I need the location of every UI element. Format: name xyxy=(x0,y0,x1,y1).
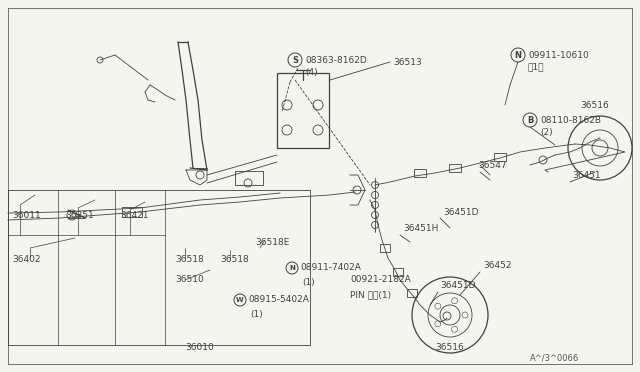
Text: 36402: 36402 xyxy=(12,256,40,264)
Text: A^/3^0066: A^/3^0066 xyxy=(530,353,579,362)
Text: (4): (4) xyxy=(305,67,317,77)
Text: 36510: 36510 xyxy=(175,276,204,285)
Text: 36451D: 36451D xyxy=(443,208,479,217)
Text: 36516: 36516 xyxy=(435,343,464,353)
Text: N: N xyxy=(289,265,295,271)
Text: 36518: 36518 xyxy=(175,256,204,264)
Text: 36451D: 36451D xyxy=(440,280,476,289)
Text: PIN ピン(1): PIN ピン(1) xyxy=(350,291,391,299)
Text: 09911-10610: 09911-10610 xyxy=(528,51,589,60)
Text: 36518: 36518 xyxy=(220,256,249,264)
Text: 36451H: 36451H xyxy=(403,224,438,232)
Text: (1): (1) xyxy=(250,310,263,318)
Text: 36518E: 36518E xyxy=(255,237,289,247)
Text: (2): (2) xyxy=(540,128,552,137)
Text: 36452: 36452 xyxy=(483,260,511,269)
Text: 36547: 36547 xyxy=(478,160,507,170)
Text: 08911-7402A: 08911-7402A xyxy=(300,263,361,273)
Text: 36516: 36516 xyxy=(580,100,609,109)
Text: 36351: 36351 xyxy=(65,211,93,219)
Text: 36421: 36421 xyxy=(120,211,148,219)
Text: （1）: （1） xyxy=(528,62,545,71)
Text: B: B xyxy=(527,115,533,125)
Text: S: S xyxy=(292,55,298,64)
Text: N: N xyxy=(515,51,522,60)
Text: 08363-8162D: 08363-8162D xyxy=(305,55,367,64)
Text: 36451: 36451 xyxy=(572,170,600,180)
Text: 00921-2182A: 00921-2182A xyxy=(350,276,411,285)
Text: (1): (1) xyxy=(302,278,315,286)
Text: 36513: 36513 xyxy=(393,58,422,67)
Text: 36011: 36011 xyxy=(12,211,41,219)
Text: 08110-8162B: 08110-8162B xyxy=(540,115,601,125)
Text: 08915-5402A: 08915-5402A xyxy=(248,295,309,305)
Text: 36010: 36010 xyxy=(185,343,214,353)
Text: W: W xyxy=(236,297,244,303)
